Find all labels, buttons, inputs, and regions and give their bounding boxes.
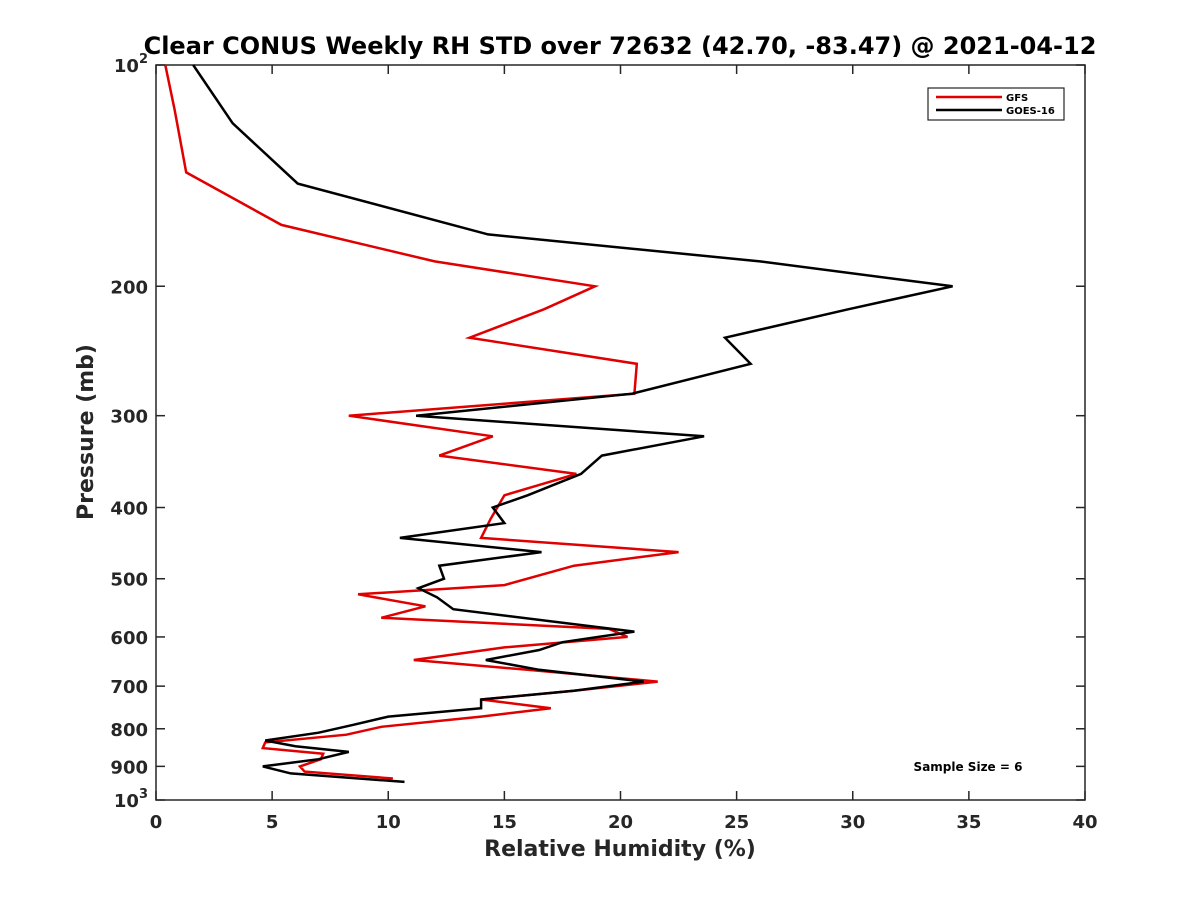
y-tick-label-base: 200 (110, 277, 148, 298)
y-tick-label-base: 10 (114, 56, 139, 77)
y-tick-label: 800 (110, 720, 148, 741)
y-tick-label-base: 10 (114, 791, 139, 812)
y-tick-label-exponent: 3 (139, 787, 148, 802)
plot-frame (155, 64, 1086, 801)
x-tick-label: 0 (150, 812, 163, 833)
x-tick-label: 10 (376, 812, 401, 833)
chart-title: Clear CONUS Weekly RH STD over 72632 (42… (144, 32, 1097, 60)
y-tick-label: 900 (110, 757, 148, 778)
y-tick-label-base: 800 (110, 720, 148, 741)
x-axis: 0 5 10 15 20 25 30 35 40 (150, 65, 1098, 833)
x-tick-label: 35 (956, 812, 981, 833)
x-tick-label: 40 (1072, 812, 1097, 833)
y-tick-label: 103 (114, 787, 148, 812)
y-tick-label-base: 300 (110, 407, 148, 428)
y-tick-label-exponent: 2 (139, 52, 148, 67)
y-tick-label-base: 500 (110, 570, 148, 591)
y-tick-label-base: 700 (110, 677, 148, 698)
series-layer (164, 64, 953, 784)
y-tick-label: 500 (110, 570, 148, 591)
y-tick-label-base: 600 (110, 628, 148, 649)
y-tick-label: 400 (110, 499, 148, 520)
y-tick-label: 600 (110, 628, 148, 649)
x-tick-label: 20 (608, 812, 633, 833)
y-tick-label-base: 400 (110, 499, 148, 520)
y-tick-label: 200 (110, 277, 148, 298)
plot-area (155, 64, 1086, 801)
x-axis-label: Relative Humidity (%) (484, 837, 756, 862)
legend-box (927, 87, 1065, 121)
y-tick-label-base: 900 (110, 757, 148, 778)
x-tick-label: 5 (266, 812, 279, 833)
y-tick-label: 700 (110, 677, 148, 698)
legend-label-gfs: GFS (1006, 93, 1028, 104)
x-tick-label: 30 (840, 812, 865, 833)
x-tick-label: 25 (724, 812, 749, 833)
legend: GFS GOES-16 (927, 87, 1065, 121)
sample-size-annotation: Sample Size = 6 (914, 760, 1023, 774)
x-tick-label: 15 (492, 812, 517, 833)
y-tick-label: 102 (114, 52, 148, 77)
series-line-gfs (164, 64, 679, 780)
y-axis-label: Pressure (mb) (74, 344, 99, 520)
legend-label-goes16: GOES-16 (1006, 106, 1055, 117)
y-tick-label: 300 (110, 407, 148, 428)
series-line-goes16 (192, 64, 953, 784)
